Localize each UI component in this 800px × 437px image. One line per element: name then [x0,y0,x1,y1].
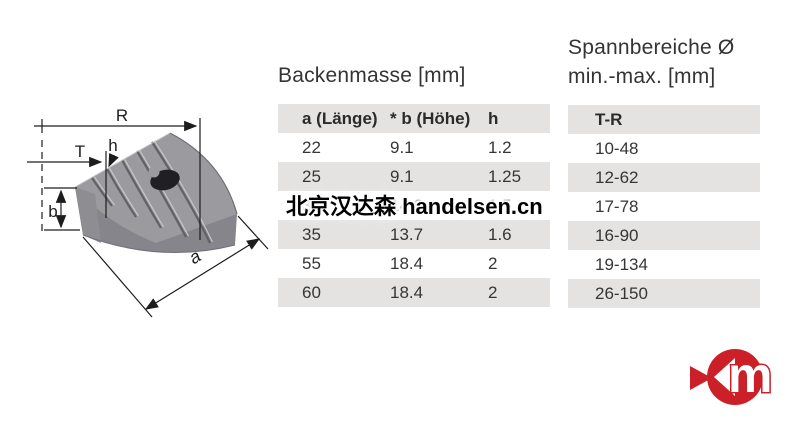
dim-label-R: R [116,106,128,125]
jaw-table-title: Backenmasse [mm] [278,64,466,87]
list-item: 10-48 [595,139,639,158]
col-header-b: * b (Höhe) [390,109,471,128]
brand-logo-icon: m [690,346,774,405]
cell-h: 2 [488,254,498,273]
list-item: 16-90 [568,221,760,250]
cell-b: 18.4 [390,283,424,302]
cell-b: 13.7 [390,225,424,244]
list-item: 12-62 [568,163,760,192]
table-row: 30 14.0 1.5 [278,191,550,220]
jaw-table-header: a (Länge) * b (Höhe) h [278,104,550,133]
dim-a-line [144,238,261,310]
logo-letter: m [728,347,772,403]
jaw-technical-drawing: R T h b a [27,106,269,318]
dimension-lines [27,118,269,318]
cell-a: 30 [302,196,321,215]
table-row: 25 9.1 1.25 [278,162,550,191]
jaw-table: a (Länge) * b (Höhe) h 22 9.1 1.2 25 9.1… [278,104,550,307]
table-row: 22 9.1 1.2 [278,133,550,162]
table-row: 55 18.4 2 [278,249,550,278]
cell-a: 35 [302,225,321,244]
cell-a: 22 [302,138,321,157]
range-title-line2: min.-max. [mm] [568,65,716,88]
range-title-line1: Spannbereiche Ø [568,36,735,59]
cell-h: 1.6 [488,225,512,244]
cell-h: 1.25 [488,167,522,186]
cell-a: 25 [302,167,321,186]
dim-label-b: b [48,202,57,221]
col-header-a: a (Länge) [302,109,378,128]
cell-h: 2 [488,283,498,302]
jaw-body [74,132,238,254]
col-header-h: h [488,109,499,128]
cell-b: 18.4 [390,254,424,273]
dim-label-T: T [75,142,85,161]
table-row: 35 13.7 1.6 [278,220,550,249]
dim-h-arrow [108,152,119,168]
cell-h: 1.2 [488,138,512,157]
cell-b: 14.0 [390,196,424,215]
list-item: 19-134 [595,255,648,274]
table-row: 60 18.4 2 [278,278,550,307]
cell-a: 55 [302,254,321,273]
watermark-text: 北京汉达森 handelsen.cn [286,194,543,219]
jaw-step-edges [91,141,211,244]
cell-a: 60 [302,283,321,302]
range-table: T-R 10-48 12-62 17-78 16-90 19-134 26-15… [568,105,760,308]
logo-left-triangle-icon [714,358,735,396]
cell-b: 9.1 [390,138,414,157]
cell-b: 9.1 [390,167,414,186]
dim-label-h: h [108,136,117,155]
list-item: 26-150 [568,279,760,308]
jaw-step-highlights [94,140,213,243]
list-item: 17-78 [595,197,639,216]
range-table-header: T-R [568,105,760,134]
logo-right-triangle-icon [690,366,712,390]
range-table-title: Spannbereiche Ø min.-max. [mm] [568,33,734,91]
cell-h: 1.5 [488,196,512,215]
